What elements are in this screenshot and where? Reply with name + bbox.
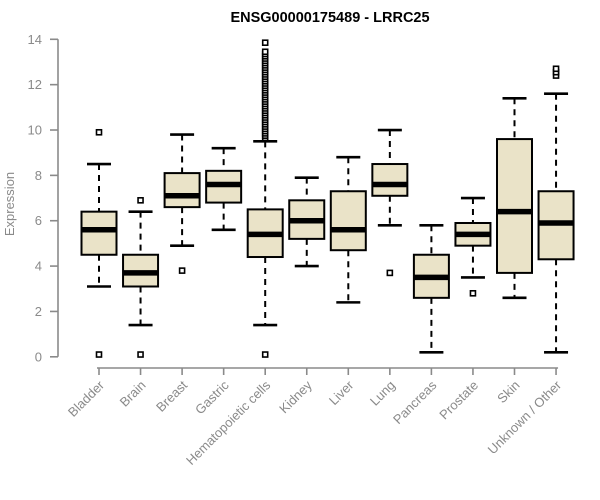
y-axis: 0 2 4 6 8 10 12 14 [28, 32, 59, 364]
x-tick-label-prostate: Prostate [436, 378, 481, 423]
box-hematopoietic-cells [246, 39, 284, 358]
iqr-box [163, 172, 201, 209]
y-tick-label: 10 [28, 123, 42, 138]
y-tick-label: 0 [35, 349, 42, 364]
outlier-point [95, 351, 103, 358]
box-prostate [454, 196, 492, 297]
outlier-point [261, 39, 269, 47]
box-gastric [205, 146, 243, 232]
y-tick-label: 12 [28, 77, 42, 92]
x-tick-label-brain: Brain [117, 378, 149, 410]
x-tick-label-breast: Breast [153, 377, 190, 414]
x-tick-label-bladder: Bladder [65, 377, 108, 420]
box-lung [371, 128, 409, 277]
x-tick-label-unknown-other: Unknown / Other [485, 377, 565, 457]
outlier-point [95, 128, 103, 136]
iqr-box [80, 210, 118, 256]
boxes-layer [80, 39, 575, 358]
x-tick-label-skin: Skin [494, 378, 522, 406]
box-kidney [288, 176, 326, 268]
x-tick-label-kidney: Kidney [276, 377, 315, 416]
y-tick-label: 4 [35, 259, 42, 274]
y-tick-label: 6 [35, 213, 42, 228]
chart-title: ENSG00000175489 - LRRC25 [230, 10, 429, 26]
outlier-point [137, 351, 144, 358]
y-tick-label: 8 [35, 168, 42, 183]
x-tick-label-lung: Lung [367, 378, 398, 409]
outlier-point [261, 351, 269, 358]
outlier-point [386, 269, 394, 277]
box-breast [163, 133, 201, 274]
y-tick-label: 14 [28, 32, 42, 47]
iqr-box [496, 138, 533, 274]
box-liver [329, 155, 367, 304]
y-tick-label: 2 [35, 304, 42, 319]
outlier-point [178, 267, 186, 274]
outlier-point [137, 197, 144, 204]
box-pancreas [412, 223, 450, 354]
box-unknown-other [537, 65, 575, 354]
outlier-point [552, 65, 560, 73]
iqr-box [371, 163, 409, 197]
box-brain [122, 197, 160, 358]
outlier-point [469, 289, 477, 297]
x-tick-label-gastric: Gastric [192, 377, 232, 417]
iqr-box [329, 190, 367, 252]
box-bladder [80, 128, 118, 358]
box-skin [496, 96, 533, 300]
x-tick-label-pancreas: Pancreas [390, 377, 440, 427]
y-axis-title: Expression [2, 172, 17, 236]
x-tick-label-liver: Liver [326, 377, 357, 408]
outlier-point [261, 48, 269, 56]
